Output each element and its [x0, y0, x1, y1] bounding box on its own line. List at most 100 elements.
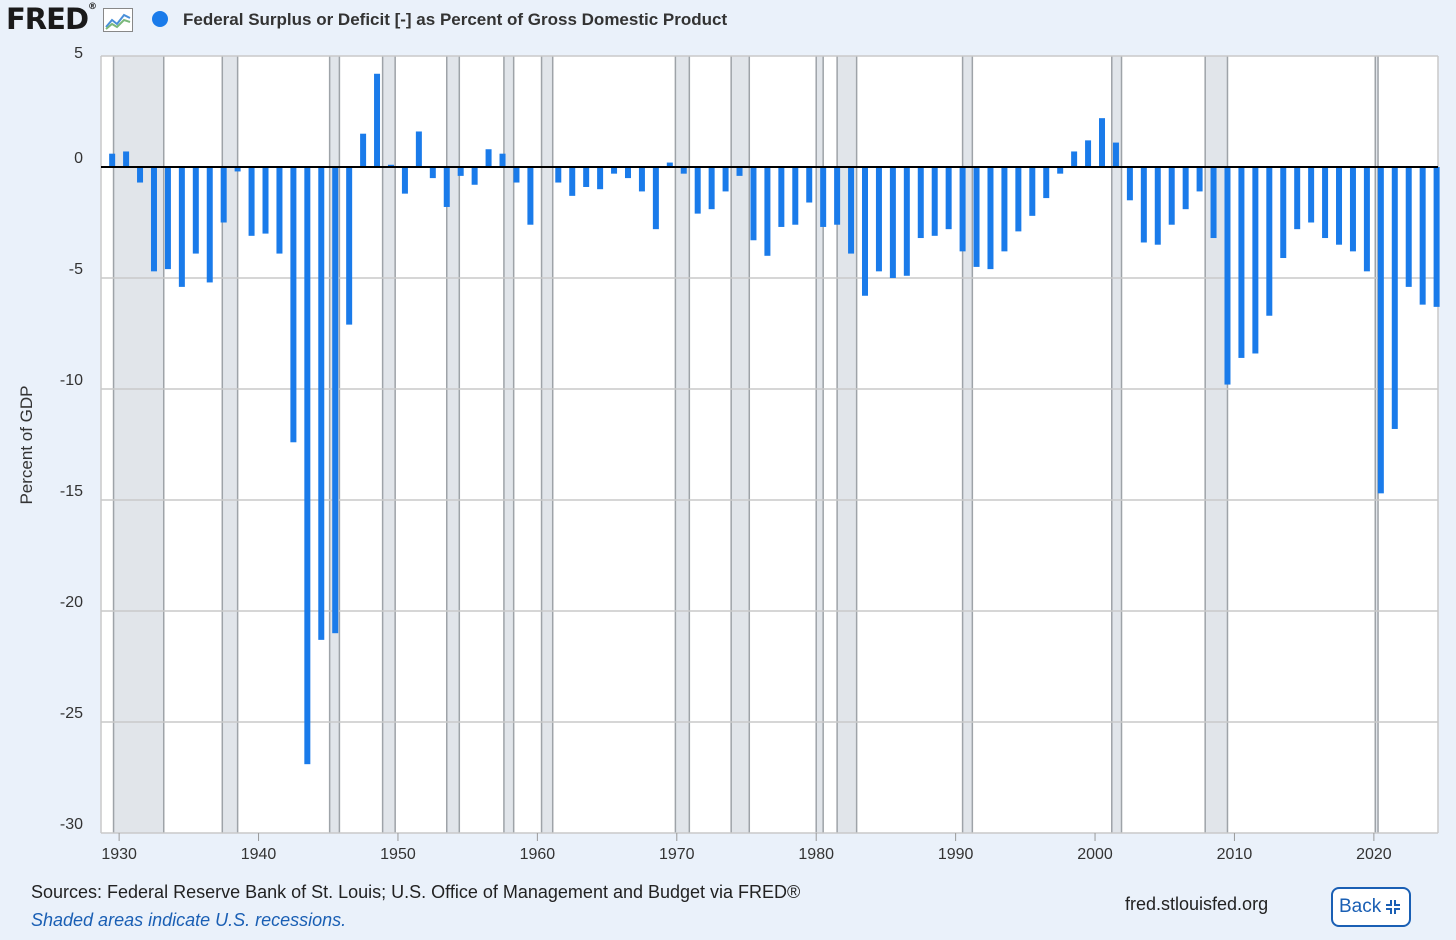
bar-1971 — [694, 167, 701, 214]
bar-1958 — [513, 167, 520, 183]
recession-band — [962, 56, 973, 833]
bar-1947 — [360, 133, 367, 167]
fred-logo-text: FRED — [6, 2, 89, 36]
bar-1935 — [192, 167, 199, 254]
bar-1991 — [973, 167, 980, 267]
x-tick-label: 2020 — [1356, 846, 1392, 863]
recession-band — [541, 56, 553, 833]
bar-1972 — [708, 167, 715, 210]
chart-header: FRED® Federal Surplus or Deficit [-] as … — [0, 0, 1456, 40]
bar-1951 — [415, 131, 422, 167]
bar-1973 — [722, 167, 729, 192]
bar-1938 — [234, 167, 241, 172]
y-axis-label: Percent of GDP — [17, 385, 36, 505]
bar-2018 — [1349, 167, 1356, 252]
y-tick-label: -25 — [60, 705, 83, 722]
bar-1932 — [150, 167, 157, 272]
bar-1930 — [123, 151, 130, 167]
bar-2008 — [1210, 167, 1217, 239]
fred-logo[interactable]: FRED® — [6, 2, 97, 36]
bar-1965 — [611, 167, 618, 174]
bar-1969 — [666, 162, 673, 167]
bar-1966 — [624, 167, 631, 179]
bar-2010 — [1238, 167, 1245, 358]
bar-2021 — [1391, 167, 1398, 429]
bar-2020 — [1377, 167, 1384, 494]
bar-1992 — [987, 167, 994, 270]
bar-2007 — [1196, 167, 1203, 192]
bar-2013 — [1280, 167, 1287, 259]
bar-1998 — [1071, 151, 1078, 167]
bar-1944 — [318, 167, 325, 640]
bar-1933 — [164, 167, 171, 270]
bar-1961 — [555, 167, 562, 183]
x-tick-label: 1930 — [101, 846, 137, 863]
bar-2017 — [1336, 167, 1343, 245]
back-button[interactable]: Back — [1331, 887, 1411, 927]
bar-1948 — [374, 73, 381, 167]
bar-1962 — [569, 167, 576, 196]
bar-1977 — [778, 167, 785, 227]
recession-shading — [112, 56, 1379, 833]
x-tick-label: 1990 — [938, 846, 974, 863]
bar-2001 — [1112, 142, 1119, 167]
bar-1942 — [290, 167, 297, 443]
bar-1985 — [889, 167, 896, 278]
bar-1993 — [1001, 167, 1008, 252]
bar-1980 — [820, 167, 827, 227]
y-axis-ticks: 5 0 -5 -10 -15 -20 -25 -30 — [60, 45, 83, 833]
recession-band — [1375, 56, 1379, 833]
bar-1954 — [457, 167, 464, 176]
recession-band — [675, 56, 690, 833]
bar-2003 — [1140, 167, 1147, 243]
bar-1934 — [178, 167, 185, 287]
bar-2004 — [1154, 167, 1161, 245]
bar-1963 — [583, 167, 590, 187]
bar-2024 — [1433, 167, 1440, 307]
bar-2002 — [1126, 167, 1133, 201]
bar-1939 — [248, 167, 255, 236]
bar-chart: 5 0 -5 -10 -15 -20 -25 -30 1930 1940 1950 1960 1970… — [60, 45, 1440, 863]
bar-1953 — [443, 167, 450, 207]
x-axis-ticks: 1930 1940 1950 1960 1970 1980 1990 2000 2010 2020 — [101, 833, 1392, 863]
recession-band — [382, 56, 396, 833]
bar-1967 — [638, 167, 645, 192]
bar-1984 — [875, 167, 882, 272]
y-tick-label: -5 — [69, 261, 83, 278]
bar-2016 — [1322, 167, 1329, 239]
fred-logo-mark: ® — [88, 2, 97, 12]
bar-1994 — [1015, 167, 1022, 232]
bar-1937 — [220, 167, 227, 223]
bar-1975 — [750, 167, 757, 241]
y-tick-label: -15 — [60, 483, 83, 500]
bar-1988 — [931, 167, 938, 236]
bar-2011 — [1252, 167, 1259, 354]
bar-1970 — [680, 167, 687, 174]
recession-band — [816, 56, 824, 833]
recession-band — [731, 56, 750, 833]
bar-2019 — [1363, 167, 1370, 272]
bar-1957 — [499, 153, 506, 167]
bar-2005 — [1168, 167, 1175, 225]
x-tick-label: 1980 — [798, 846, 834, 863]
bar-1956 — [485, 149, 492, 167]
back-button-label: Back — [1339, 896, 1382, 917]
bar-1946 — [346, 167, 353, 325]
bar-1931 — [137, 167, 144, 183]
bar-1952 — [429, 167, 436, 179]
bar-1968 — [652, 167, 659, 230]
recession-band — [222, 56, 238, 833]
x-tick-label: 2010 — [1217, 846, 1253, 863]
bar-1996 — [1043, 167, 1050, 199]
legend-marker — [152, 11, 168, 27]
bar-1989 — [945, 167, 952, 230]
x-tick-label: 1960 — [520, 846, 556, 863]
x-tick-label: 2000 — [1077, 846, 1113, 863]
bar-1941 — [276, 167, 283, 254]
recession-band — [1205, 56, 1228, 833]
legend-series-title: Federal Surplus or Deficit [-] as Percen… — [183, 10, 728, 29]
bar-2000 — [1099, 118, 1106, 167]
bar-1978 — [792, 167, 799, 225]
footer-url[interactable]: fred.stlouisfed.org — [1125, 894, 1269, 914]
bar-2009 — [1224, 167, 1231, 385]
